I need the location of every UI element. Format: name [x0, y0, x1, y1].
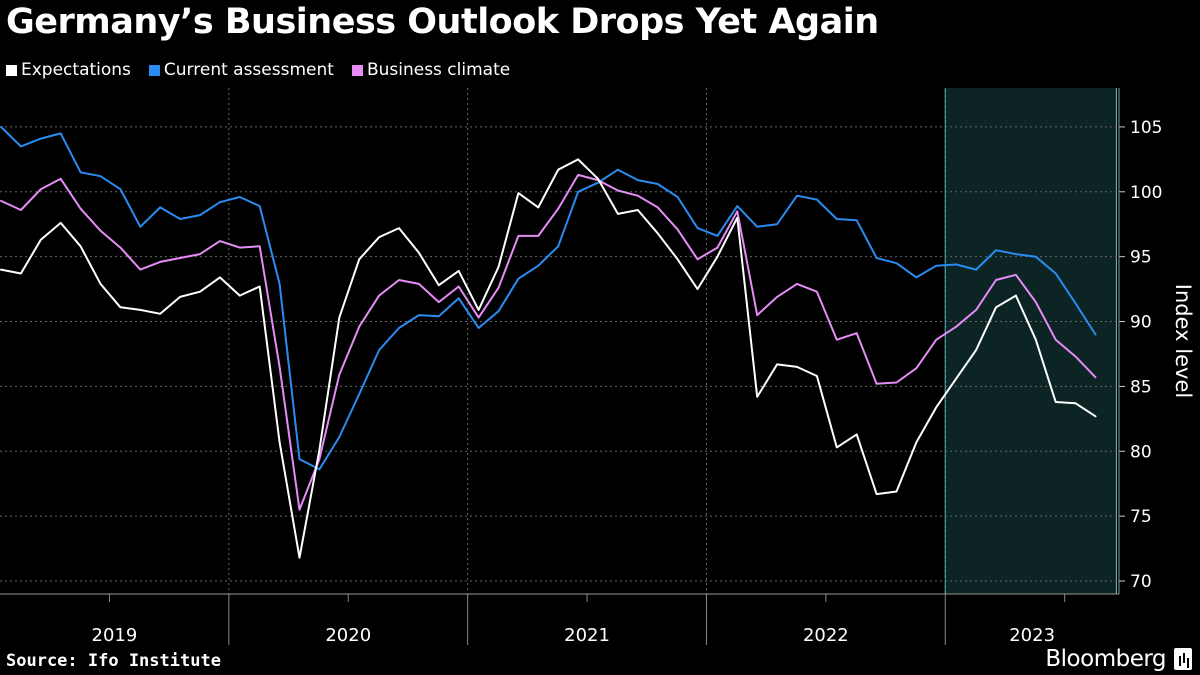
- y-tick-label: 105: [1130, 118, 1162, 138]
- y-tick-label: 75: [1130, 507, 1152, 527]
- bloomberg-chart-icon: [1174, 648, 1192, 670]
- legend-swatch-expectations: [6, 64, 17, 76]
- y-tick-label: 90: [1130, 313, 1152, 333]
- x-year-label: 2022: [803, 625, 849, 646]
- y-axis-label: Index level: [1171, 284, 1195, 398]
- x-year-label: 2020: [325, 625, 371, 646]
- highlight-band: [945, 88, 1117, 594]
- y-tick-label: 100: [1130, 183, 1162, 203]
- x-year-label: 2021: [564, 625, 610, 646]
- x-year-label: 2019: [92, 625, 138, 646]
- legend-item-current-assessment: Current assessment: [148, 60, 334, 80]
- legend-label-business-climate: Business climate: [366, 60, 511, 80]
- y-tick-label: 80: [1130, 442, 1152, 462]
- y-tick-label: 95: [1130, 248, 1152, 268]
- series-line-current-assessment: [0, 125, 1097, 471]
- legend-label-expectations: Expectations: [21, 60, 131, 80]
- series-line-expectations: [0, 158, 1097, 559]
- source-note: Source: Ifo Institute: [6, 651, 221, 671]
- x-year-label: 2023: [1009, 625, 1055, 646]
- series-line-business-climate: [0, 173, 1097, 511]
- y-tick-label: 70: [1130, 572, 1152, 592]
- legend-item-expectations: Expectations: [6, 60, 131, 80]
- legend-item-business-climate: Business climate: [351, 60, 511, 80]
- legend: Expectations Current assessment Business…: [6, 60, 510, 80]
- legend-swatch-business-climate: [351, 64, 363, 76]
- y-tick-label: 85: [1130, 377, 1152, 397]
- chart-title: Germany’s Business Outlook Drops Yet Aga…: [6, 2, 879, 42]
- legend-swatch-current-assessment: [148, 64, 160, 76]
- legend-label-current-assessment: Current assessment: [163, 60, 334, 80]
- bloomberg-logo: Bloomberg: [1045, 646, 1166, 672]
